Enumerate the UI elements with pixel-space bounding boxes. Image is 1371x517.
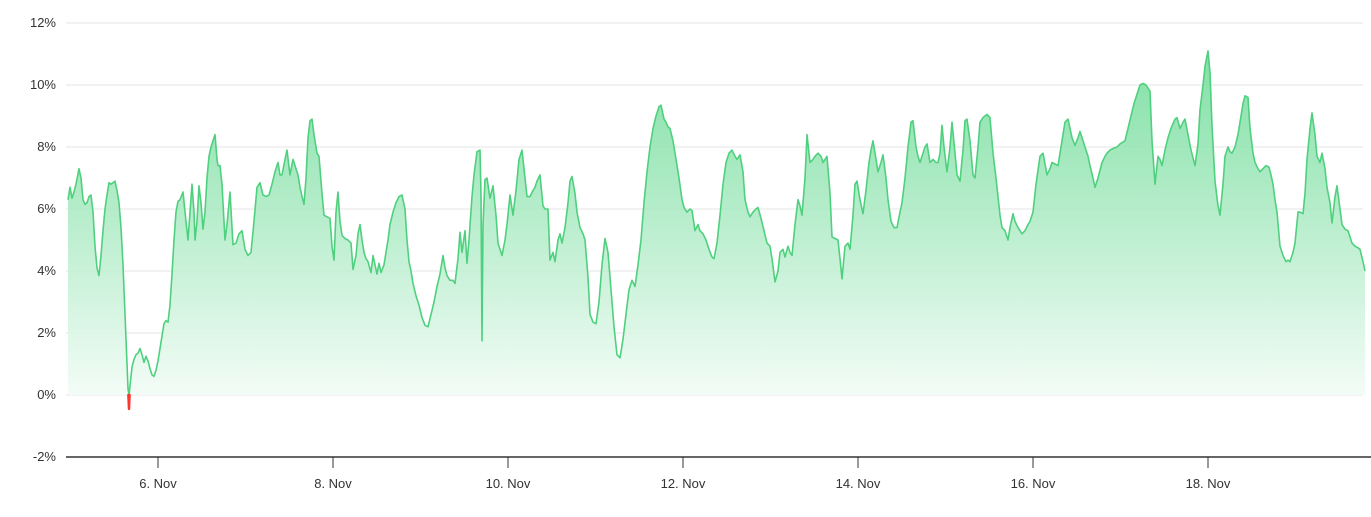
y-axis-label: 12% [29, 15, 56, 30]
y-axis-label: 10% [29, 77, 56, 92]
x-axis-label: 6. Nov [139, 476, 177, 491]
y-axis-label: 2% [37, 325, 56, 340]
series-layer [67, 50, 1366, 411]
y-axis-label: 6% [37, 201, 56, 216]
x-axis-label: 14. Nov [835, 476, 881, 491]
y-axis-label: 8% [37, 139, 56, 154]
x-axis [66, 456, 1371, 468]
y-axis-label: 0% [37, 387, 56, 402]
x-axis-label: 8. Nov [314, 476, 352, 491]
x-axis-label: 10. Nov [485, 476, 531, 491]
x-axis-label: 16. Nov [1010, 476, 1056, 491]
y-axis-label: -2% [32, 449, 56, 464]
area-fill [68, 50, 1365, 396]
y-axis-label: 4% [37, 263, 56, 278]
x-axis-label: 18. Nov [1185, 476, 1231, 491]
series-line[interactable] [67, 50, 1366, 396]
negative-series-segment [127, 393, 131, 411]
x-axis-label: 12. Nov [660, 476, 706, 491]
